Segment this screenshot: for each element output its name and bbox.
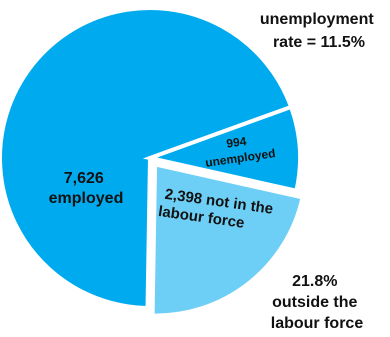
employed-text: employed xyxy=(49,190,124,207)
employed-label: 7,626 employed xyxy=(49,170,124,207)
unemployed-value: 994 xyxy=(226,134,248,151)
employed-value: 7,626 xyxy=(64,170,104,187)
pie-slice-unemployed xyxy=(142,104,302,194)
pie-slice-not-in-labour-force xyxy=(151,163,304,317)
unemployment-rate-annotation: unemployment rate = 11.5% xyxy=(260,11,378,51)
outside-labour-force-annotation: 21.8% outside the labour force xyxy=(271,273,364,332)
